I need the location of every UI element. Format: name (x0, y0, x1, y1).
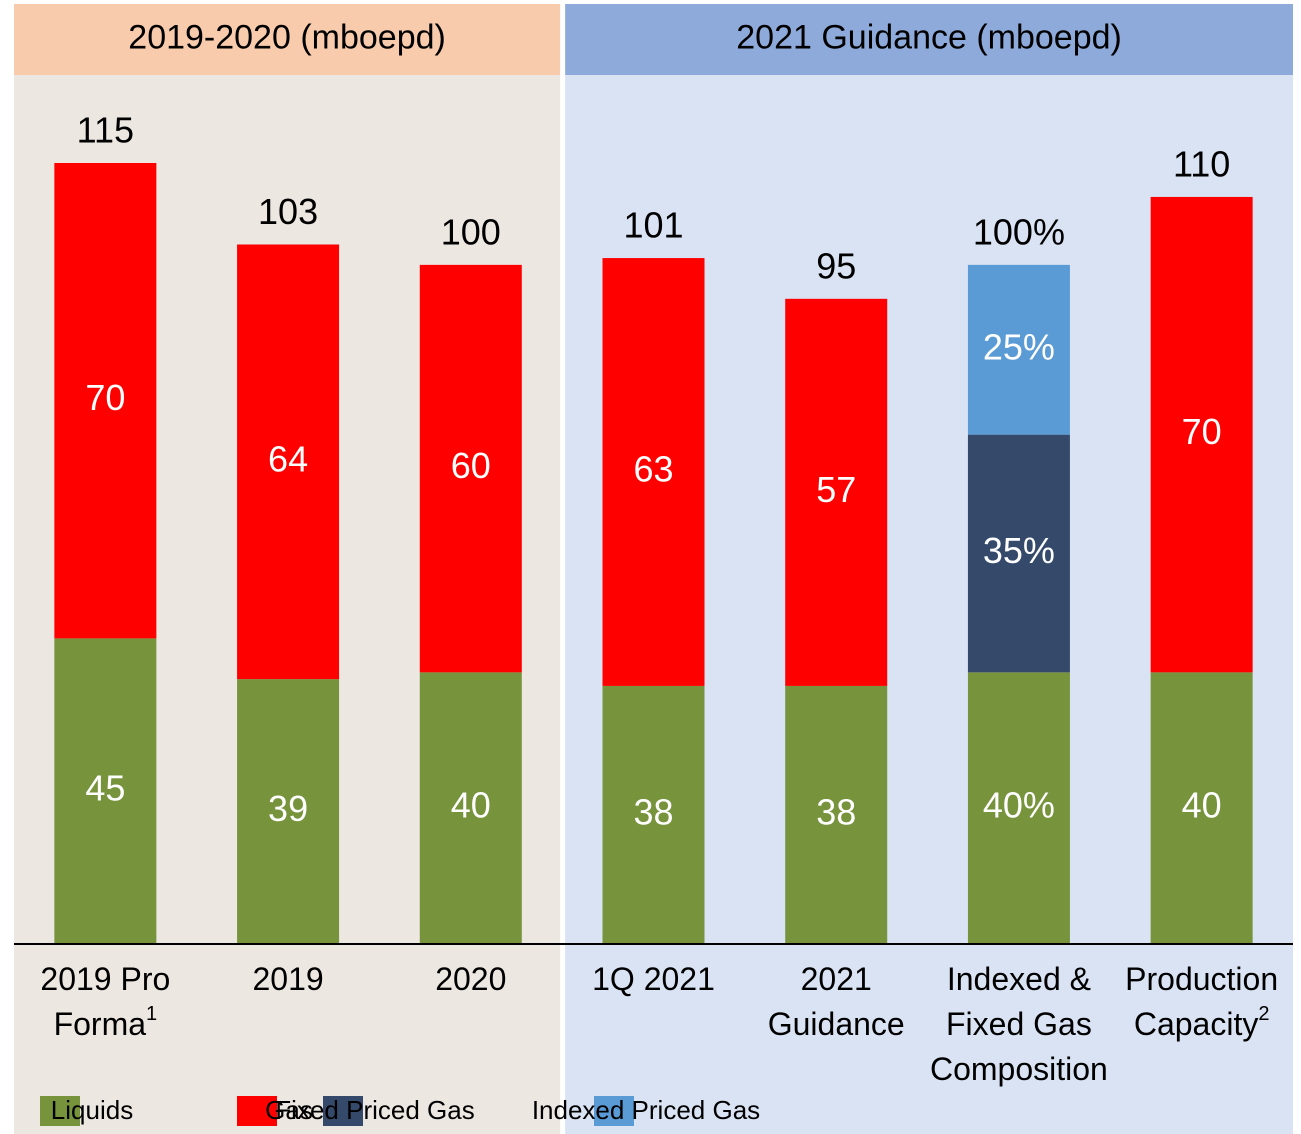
panel-title: 2021 Guidance (mboepd) (736, 18, 1122, 56)
legend-swatch (237, 1096, 277, 1126)
bar-segment (785, 298, 888, 686)
total-label: 103 (258, 191, 318, 232)
bar-segment (237, 244, 340, 680)
x-tick-label-text: 2019 (252, 961, 323, 997)
x-tick-label: 2020 (435, 961, 506, 997)
segment-label: 40% (983, 785, 1055, 826)
x-tick-label: 1Q 2021 (592, 961, 715, 997)
x-tick-label-text: Forma (54, 1006, 147, 1042)
x-tick-label: Indexed & (947, 961, 1091, 997)
panel-header (14, 4, 561, 75)
x-tick-label-text: Composition (930, 1051, 1108, 1087)
bar-segment (419, 672, 522, 944)
segment-label: 35% (983, 530, 1055, 571)
bar-segment (602, 258, 705, 686)
panel-header (565, 4, 1293, 75)
segment-label: 64 (268, 438, 308, 479)
legend-swatch (40, 1096, 80, 1126)
segment-label: 45 (85, 768, 125, 809)
x-tick-label: 2019 (252, 961, 323, 997)
bar-segment (1150, 196, 1253, 673)
segment-label: 38 (633, 791, 673, 832)
x-tick-label: Fixed Gas (946, 1006, 1092, 1042)
bar-segment (967, 434, 1070, 673)
segment-label: 70 (85, 377, 125, 418)
x-tick-label: Composition (930, 1051, 1108, 1087)
total-label: 95 (816, 245, 856, 286)
legend-swatch (323, 1096, 363, 1126)
bar-segment (967, 672, 1070, 944)
segment-label: 40 (1182, 785, 1222, 826)
segment-label: 60 (451, 445, 491, 486)
footnote-mark: 1 (146, 1003, 157, 1025)
legend-label: Liquids (51, 1095, 133, 1125)
footnote-mark: 2 (1258, 1003, 1269, 1025)
segment-label: 57 (816, 469, 856, 510)
x-tick-label-text: Production (1125, 961, 1278, 997)
x-tick-label: Forma1 (54, 1003, 158, 1042)
x-tick-label-text: Guidance (768, 1006, 905, 1042)
legend-label: Indexed Priced Gas (532, 1095, 760, 1125)
bar-segment (602, 685, 705, 944)
total-label: 101 (623, 205, 683, 246)
x-tick-label: 2021 (801, 961, 872, 997)
segment-label: 39 (268, 788, 308, 829)
bar-segment (1150, 672, 1253, 944)
segment-label: 70 (1182, 411, 1222, 452)
segment-label: 63 (633, 449, 673, 490)
segment-label: 25% (983, 326, 1055, 367)
x-tick-label-text: 2021 (801, 961, 872, 997)
total-label: 115 (77, 110, 134, 151)
x-tick-label: 2019 Pro (40, 961, 170, 997)
legend-label: Fixed Priced Gas (275, 1095, 474, 1125)
x-tick-label: Production (1125, 961, 1278, 997)
total-label: 100 (441, 211, 501, 252)
x-tick-label: Capacity2 (1134, 1003, 1270, 1042)
legend-swatch (594, 1096, 634, 1126)
bar-segment (54, 638, 157, 944)
bar-segment (54, 162, 157, 639)
bar-segment (237, 679, 340, 944)
x-tick-label-text: 1Q 2021 (592, 961, 715, 997)
x-tick-label-text: Capacity (1134, 1006, 1259, 1042)
segment-label: 38 (816, 791, 856, 832)
bar-segment (785, 685, 888, 944)
legend-label: Gas (265, 1095, 313, 1125)
x-tick-label-text: Fixed Gas (946, 1006, 1092, 1042)
bar-segment (967, 264, 1070, 435)
x-tick-label-text: 2020 (435, 961, 506, 997)
panel-title: 2019-2020 (mboepd) (128, 18, 446, 56)
x-tick-label-text: 2019 Pro (40, 961, 170, 997)
bar-segment (419, 264, 522, 673)
total-label: 100% (973, 211, 1065, 252)
x-tick-label: Guidance (768, 1006, 905, 1042)
x-tick-label-text: Indexed & (947, 961, 1091, 997)
segment-label: 40 (451, 785, 491, 826)
total-label: 110 (1173, 143, 1230, 184)
